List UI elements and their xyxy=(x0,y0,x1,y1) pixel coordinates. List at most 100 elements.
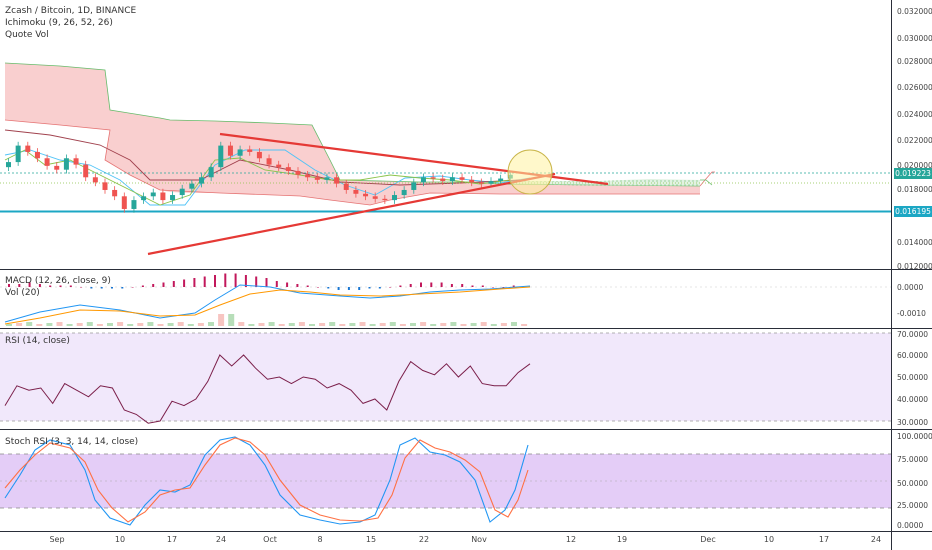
candle xyxy=(25,145,31,152)
stoch-y-tick: 75.0000 xyxy=(897,455,929,464)
volume-bars xyxy=(6,314,528,326)
volume-bar xyxy=(147,322,154,326)
candle xyxy=(227,145,233,156)
macd-bar xyxy=(203,276,206,287)
stoch-y-tick: 100.0000 xyxy=(897,432,932,441)
candle xyxy=(179,188,185,196)
macd-bar xyxy=(337,287,340,290)
volume-bar xyxy=(26,322,33,326)
vol-label: Vol (20) xyxy=(5,288,40,298)
x-tick-label: 17 xyxy=(818,535,830,544)
candle xyxy=(237,149,243,156)
candle xyxy=(112,189,118,197)
volume-bar xyxy=(521,324,528,326)
tenkan-line xyxy=(4,149,531,206)
candle xyxy=(92,177,98,183)
candle xyxy=(247,149,253,152)
volume-bar xyxy=(511,322,517,326)
macd-bar xyxy=(502,287,505,288)
support-tag: 0.016195 xyxy=(894,206,932,217)
volume-bar xyxy=(440,323,447,326)
macd-bar xyxy=(378,287,381,289)
y-tick-label: 0.030000 xyxy=(897,34,932,43)
macd-bar xyxy=(461,284,464,287)
x-tick-label: 24 xyxy=(215,535,227,544)
candle xyxy=(54,165,60,170)
candle xyxy=(73,158,79,165)
candle xyxy=(285,167,291,171)
macd-bar xyxy=(90,287,93,289)
volume-bar xyxy=(430,324,437,326)
quote-vol-label: Quote Vol xyxy=(5,30,49,40)
candle xyxy=(420,177,426,183)
volume-bar xyxy=(157,324,164,326)
volume-bar xyxy=(278,324,285,326)
macd-bar xyxy=(8,284,10,287)
macd-bar xyxy=(440,282,443,287)
y-tick-label: 0.012000 xyxy=(897,262,932,271)
x-tick-label: 8 xyxy=(317,535,323,544)
macd-bar xyxy=(244,275,247,287)
candle xyxy=(382,198,388,201)
candle xyxy=(498,178,504,182)
volume-bar xyxy=(76,323,83,326)
macd-bar xyxy=(347,287,350,290)
volume-bar xyxy=(56,322,63,326)
candle xyxy=(131,200,137,209)
candle xyxy=(440,178,446,182)
macd-bar xyxy=(100,287,103,289)
volume-bar xyxy=(410,323,416,326)
volume-bar xyxy=(167,323,174,326)
volume-bar xyxy=(218,314,225,326)
macd-bar xyxy=(183,279,186,287)
volume-bar xyxy=(288,323,295,326)
volume-bar xyxy=(228,314,235,326)
candle xyxy=(392,195,397,201)
macd-bar xyxy=(172,281,175,287)
volume-bar xyxy=(208,322,214,326)
candle xyxy=(314,177,320,180)
macd-bar xyxy=(317,287,319,288)
candle xyxy=(488,181,494,184)
volume-bar xyxy=(420,322,427,326)
volume-bar xyxy=(309,324,315,326)
candle xyxy=(256,151,262,159)
volume-bar xyxy=(349,323,356,326)
candle xyxy=(44,158,50,166)
ichimoku-label: Ichimoku (9, 26, 52, 26) xyxy=(5,18,113,28)
macd-bar xyxy=(481,285,484,287)
candle xyxy=(6,162,11,168)
candle xyxy=(478,182,484,184)
candle xyxy=(459,177,465,180)
ichimoku-cloud-bearish xyxy=(5,63,700,205)
volume-bar xyxy=(197,323,204,326)
macd-label: MACD (12, 26, close, 9) xyxy=(5,276,111,286)
macd-bar xyxy=(80,287,83,288)
volume-bar xyxy=(359,322,366,326)
volume-bar xyxy=(187,324,194,326)
stoch-k-line xyxy=(4,436,529,526)
stoch-y-tick: 0.0000 xyxy=(897,521,924,530)
x-tick-label: 10 xyxy=(763,535,775,544)
candle xyxy=(83,164,89,178)
macd-y-tick: 0.0000 xyxy=(897,283,924,292)
stoch-y-tick: 25.0000 xyxy=(897,501,929,510)
candle xyxy=(218,145,224,168)
y-tick-label: 0.026000 xyxy=(897,83,932,92)
macd-bar xyxy=(327,287,330,289)
candle xyxy=(189,183,195,189)
volume-bar xyxy=(369,324,376,326)
macd-bar xyxy=(234,273,237,287)
x-tick-label: Oct xyxy=(263,535,277,544)
candle xyxy=(353,189,359,194)
candle xyxy=(208,167,214,178)
volume-bar xyxy=(319,323,326,326)
x-tick-label: Sep xyxy=(49,535,65,544)
macd-bar xyxy=(492,287,495,288)
candle xyxy=(276,164,282,168)
volume-bar xyxy=(107,323,113,326)
macd-bar xyxy=(193,278,196,287)
stoch-label: Stoch RSI (3, 3, 14, 14, close) xyxy=(5,437,139,447)
